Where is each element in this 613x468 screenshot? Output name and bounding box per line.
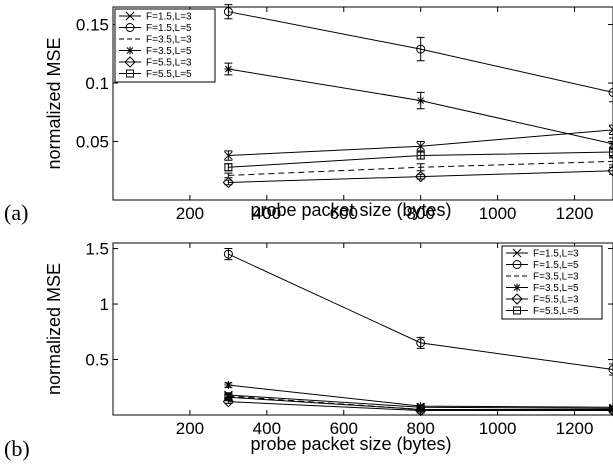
legend-marker bbox=[512, 248, 522, 258]
x-tick-label: 800 bbox=[407, 204, 435, 223]
legend-label: F=5.5,L=3 bbox=[533, 295, 579, 306]
error-bar bbox=[609, 157, 613, 166]
error-bar bbox=[609, 82, 613, 103]
data-point-marker bbox=[608, 365, 613, 375]
data-point-marker bbox=[608, 87, 613, 97]
data-point-marker bbox=[224, 163, 233, 172]
x-tick-label: 1000 bbox=[479, 204, 517, 223]
plot-frame bbox=[112, 6, 613, 201]
data-point-marker bbox=[609, 148, 613, 157]
error-bar bbox=[609, 363, 613, 376]
legend-marker bbox=[513, 306, 521, 315]
error-bar bbox=[609, 137, 613, 151]
legend-marker bbox=[125, 23, 135, 32]
legend-marker bbox=[125, 11, 135, 21]
legend-label: F=1.5,L=5 bbox=[146, 23, 192, 34]
data-point-marker bbox=[224, 381, 233, 390]
x-tick-label: 400 bbox=[253, 204, 281, 223]
x-axis-label: probe packet size (bytes) bbox=[250, 200, 451, 220]
data-point-marker bbox=[416, 44, 426, 54]
x-tick-label: 400 bbox=[253, 419, 281, 438]
legend-label: F=5.5,L=5 bbox=[146, 69, 192, 80]
error-bar bbox=[609, 407, 613, 412]
legend-label: F=5.5,L=3 bbox=[146, 58, 192, 69]
y-tick-label: 1.5 bbox=[85, 240, 109, 259]
data-point-marker bbox=[416, 338, 426, 348]
x-axis-label: probe packet size (bytes) bbox=[250, 434, 451, 454]
data-point-marker bbox=[607, 165, 613, 177]
legend-marker bbox=[511, 293, 523, 305]
error-bar bbox=[609, 124, 613, 135]
error-bar bbox=[224, 4, 233, 20]
legend-marker bbox=[124, 56, 136, 68]
legend-marker bbox=[126, 69, 134, 78]
legend-label: F=3.5,L=5 bbox=[146, 46, 192, 57]
data-point-marker bbox=[223, 249, 233, 259]
y-axis-label: normalized MSE bbox=[44, 263, 64, 395]
series-F=1.5,L=5 bbox=[223, 4, 613, 103]
error-bar bbox=[416, 163, 425, 172]
data-point-marker bbox=[224, 151, 233, 160]
legend-label: F=1.5,L=3 bbox=[146, 12, 192, 23]
series-F=5.5,L=5 bbox=[224, 393, 613, 414]
data-point-marker bbox=[608, 125, 613, 135]
series-F=1.5,L=5 bbox=[223, 248, 613, 376]
legend-marker bbox=[513, 283, 521, 292]
x-tick-label: 1000 bbox=[479, 419, 517, 438]
series-F=5.5,L=5 bbox=[224, 146, 613, 172]
x-tick-label: 200 bbox=[176, 204, 204, 223]
y-tick-label: 1 bbox=[100, 295, 109, 314]
x-tick-label: 200 bbox=[176, 419, 204, 438]
y-tick-label: 0.5 bbox=[85, 351, 109, 370]
legend-marker bbox=[512, 260, 522, 269]
x-tick-label: 600 bbox=[330, 419, 358, 438]
panel-label: (a) bbox=[4, 200, 28, 225]
data-point-marker bbox=[414, 170, 427, 183]
error-bar bbox=[416, 36, 425, 62]
y-tick-label: 0.05 bbox=[76, 133, 109, 152]
panel-label: (b) bbox=[4, 436, 30, 461]
y-tick-label: 0.15 bbox=[76, 16, 109, 35]
x-tick-label: 800 bbox=[407, 419, 435, 438]
data-point-marker bbox=[224, 64, 233, 73]
legend-label: F=5.5,L=5 bbox=[533, 306, 579, 317]
legend-label: F=3.5,L=3 bbox=[533, 272, 579, 283]
legend-label: F=1.5,L=3 bbox=[533, 249, 579, 260]
y-tick-label: 0.1 bbox=[85, 74, 109, 93]
chart-panel-2: 200 400 600 800 1000 1200 0.5 1 1.5 probe packet … bbox=[4, 240, 613, 461]
data-point-marker bbox=[416, 141, 426, 151]
y-axis-label: normalized MSE bbox=[44, 37, 64, 169]
error-bar bbox=[224, 394, 233, 400]
legend-label: F=3.5,L=3 bbox=[146, 35, 192, 46]
series-F=3.5,L=5 bbox=[224, 62, 613, 151]
legend-label: F=1.5,L=5 bbox=[533, 260, 579, 271]
error-bar bbox=[609, 146, 613, 158]
data-point-marker bbox=[609, 405, 613, 414]
legend-label: F=3.5,L=5 bbox=[533, 283, 579, 294]
series-F=3.5,L=3 bbox=[224, 157, 613, 179]
error-bar bbox=[609, 166, 613, 175]
legend: F=1.5,L=3F=1.5,L=5F=3.5,L=3F=3.5,L=5F=5.… bbox=[501, 245, 603, 320]
series-F=5.5,L=3 bbox=[222, 165, 613, 189]
data-point-marker bbox=[416, 96, 425, 105]
data-point-marker bbox=[224, 393, 233, 402]
x-tick-label: 1200 bbox=[556, 204, 594, 223]
series-F=1.5,L=3 bbox=[224, 124, 613, 161]
legend-marker bbox=[126, 46, 134, 55]
legend: F=1.5,L=3F=1.5,L=5F=3.5,L=3F=3.5,L=5F=5.… bbox=[114, 8, 216, 83]
error-bar bbox=[416, 407, 425, 412]
data-point-marker bbox=[222, 176, 235, 189]
data-point-marker bbox=[416, 405, 425, 414]
data-point-marker bbox=[223, 7, 233, 17]
plot-frame bbox=[112, 242, 613, 416]
x-tick-label: 600 bbox=[330, 204, 358, 223]
data-point-marker bbox=[416, 151, 425, 160]
chart-panel-1: 200 400 600 800 1000 1200 0.05 0.1 0.15 probe pac… bbox=[4, 4, 613, 225]
x-tick-label: 1200 bbox=[556, 419, 594, 438]
